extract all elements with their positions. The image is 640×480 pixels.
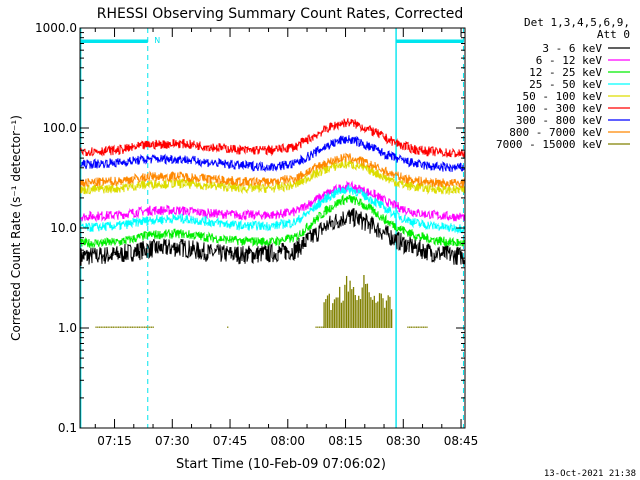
series-9 — [95, 274, 428, 328]
series-1 — [80, 208, 465, 266]
legend-label: 25 - 50 keV — [529, 78, 602, 91]
series-4 — [80, 184, 465, 235]
axes: 0.1 1.0 10.0 100.0 1000.0 07:15 07:30 07:45 08:0… — [35, 21, 478, 448]
series-trace — [80, 135, 465, 173]
y-tick-label: 1.0 — [58, 321, 77, 335]
legend-label: 300 - 800 keV — [516, 114, 602, 127]
x-tick-label: 08:45 — [444, 434, 479, 448]
night-bar-start — [80, 39, 148, 43]
legend-label: 100 - 300 keV — [516, 102, 602, 115]
series-5 — [80, 158, 465, 195]
y-tick-label: 100.0 — [43, 121, 77, 135]
x-tick-label: 08:30 — [386, 434, 421, 448]
legend-label: 6 - 12 keV — [536, 54, 603, 67]
x-tick-label: 07:45 — [213, 434, 248, 448]
series-trace — [80, 158, 465, 195]
legend-label: 7000 - 15000 keV — [496, 138, 602, 151]
legend-header-detectors: Det 1,3,4,5,6,9, — [524, 16, 630, 29]
series-6 — [80, 118, 465, 158]
series-trace — [80, 194, 465, 249]
series-7 — [80, 135, 465, 173]
x-tick-label: 07:15 — [97, 434, 132, 448]
series-layer — [80, 118, 465, 328]
series-trace — [80, 184, 465, 235]
x-axis-label: Start Time (10-Feb-09 07:06:02) — [176, 457, 386, 472]
legend-header-attenuator: Att 0 — [597, 28, 630, 41]
series-8 — [80, 152, 465, 189]
series-trace — [80, 208, 465, 266]
plot-frame — [79, 27, 466, 429]
y-tick-label: 10.0 — [50, 221, 77, 235]
footer-date: 13-Oct-2021 21:38 — [544, 469, 636, 479]
y-tick-label: 0.1 — [58, 421, 77, 435]
observation-overlays: N — [80, 28, 464, 428]
series-2 — [80, 180, 465, 223]
series-trace — [80, 152, 465, 189]
x-tick-label: 07:30 — [155, 434, 190, 448]
series-trace — [80, 118, 465, 158]
x-tick-label: 08:00 — [270, 434, 305, 448]
x-tick-label: 08:15 — [328, 434, 363, 448]
legend-label: 12 - 25 keV — [529, 66, 602, 79]
night-bar-end — [396, 39, 464, 43]
series-3 — [80, 194, 465, 249]
y-axis-label: Corrected Count Rate (s⁻¹ detector⁻¹) — [9, 115, 23, 341]
legend-label: 800 - 7000 keV — [509, 126, 602, 139]
y-tick-label: 1000.0 — [35, 21, 77, 35]
legend-label: 3 - 6 keV — [542, 42, 602, 55]
saa-marker-label: N — [154, 36, 160, 45]
chart-title: RHESSI Observing Summary Count Rates, Co… — [97, 6, 463, 22]
legend-label: 50 - 100 keV — [523, 90, 603, 103]
series-trace — [80, 180, 465, 223]
